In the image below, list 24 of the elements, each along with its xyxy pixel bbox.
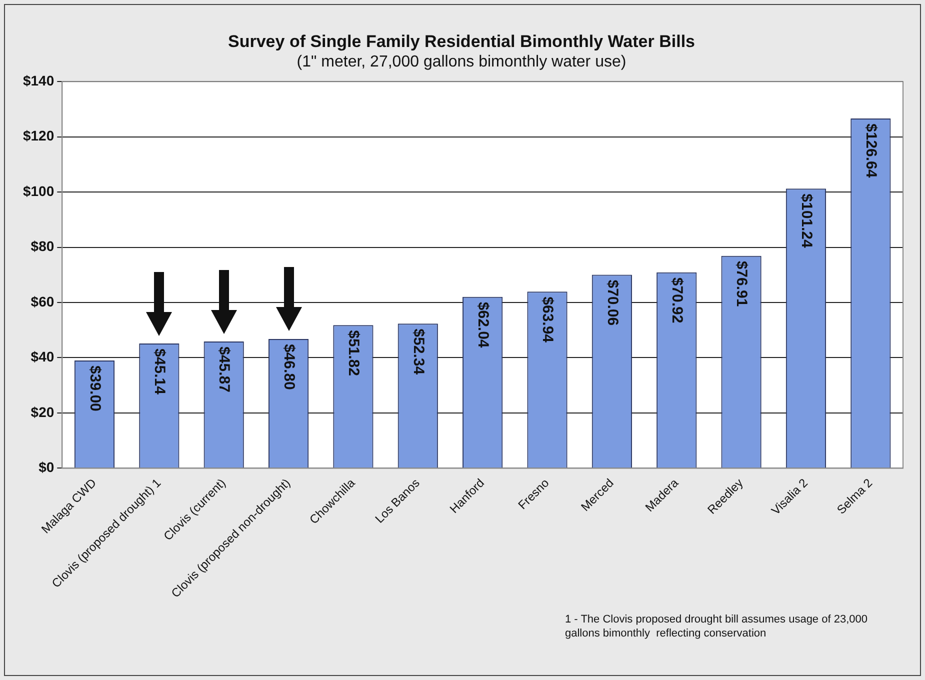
data-label: $101.24: [798, 194, 815, 249]
y-tick-label: $120: [22, 128, 54, 144]
data-label: $52.34: [410, 328, 427, 376]
y-tick-label: $80: [30, 238, 54, 254]
chart-subtitle: (1" meter, 27,000 gallons bimonthly water use): [296, 53, 626, 70]
y-tick-label: $140: [22, 72, 54, 88]
data-label: $51.82: [345, 330, 362, 376]
chart-title: Survey of Single Family Residential Bimonthly Water Bills: [228, 32, 695, 51]
data-label: $39.00: [86, 366, 104, 412]
y-tick-label: $20: [30, 404, 54, 420]
data-label: $70.92: [668, 277, 686, 324]
text: 1 - The Clovis proposed drought bill assumes usage of 23,000 gallons bimonthly reflecting conservation: [565, 614, 868, 640]
y-tick-label: $40: [30, 348, 54, 365]
data-label: $76.91: [733, 260, 750, 307]
data-label: $45.87: [216, 346, 233, 392]
data-label: $62.04: [474, 302, 492, 348]
data-label: $46.80: [280, 344, 298, 390]
data-label: $63.94: [539, 296, 556, 344]
y-tick-label: $0: [38, 459, 54, 476]
data-label: $45.14: [151, 348, 168, 396]
data-label: $70.06: [604, 280, 621, 326]
y-tick-label: $100: [22, 182, 54, 199]
data-label: $126.64: [862, 123, 880, 178]
y-tick-label: $60: [30, 293, 54, 310]
